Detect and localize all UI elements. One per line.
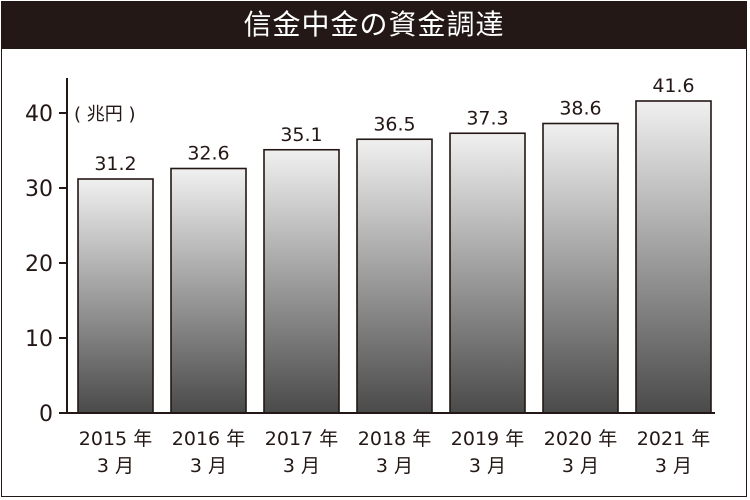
bar-4 — [449, 132, 526, 414]
category-label-0-line2: 3 月 — [97, 455, 134, 477]
y-tick-label-4: 40 — [25, 102, 53, 127]
bar-0 — [77, 178, 154, 414]
chart-title: 信金中金の資金調達 — [1, 1, 747, 49]
category-label-1-line1: 2016 年 — [172, 428, 245, 450]
category-label-3-line1: 2018 年 — [358, 428, 431, 450]
value-label-2: 35.1 — [280, 124, 322, 146]
bar-1 — [170, 167, 247, 414]
value-label-3: 36.5 — [373, 113, 415, 135]
value-label-5: 38.6 — [559, 98, 601, 120]
category-label-4-line2: 3 月 — [469, 455, 506, 477]
y-tick-label-0: 0 — [39, 402, 53, 427]
value-label-1: 32.6 — [187, 143, 229, 165]
category-label-5-line2: 3 月 — [562, 455, 599, 477]
y-tick-label-2: 20 — [25, 252, 53, 277]
category-label-2-line1: 2017 年 — [265, 428, 338, 450]
category-label-1-line2: 3 月 — [190, 455, 227, 477]
bar-3 — [356, 138, 433, 414]
category-label-4-line1: 2019 年 — [451, 428, 524, 450]
bar-6 — [635, 100, 712, 414]
value-label-6: 41.6 — [652, 75, 694, 97]
unit-label: ( 兆円 ) — [74, 104, 136, 125]
y-tick-label-1: 10 — [25, 327, 53, 352]
bar-2 — [263, 148, 340, 414]
category-label-6-line2: 3 月 — [655, 455, 692, 477]
value-label-4: 37.3 — [466, 107, 508, 129]
category-label-5-line1: 2020 年 — [544, 428, 617, 450]
category-label-6-line1: 2021 年 — [637, 428, 710, 450]
category-label-3-line2: 3 月 — [376, 455, 413, 477]
bar-5 — [542, 122, 619, 414]
category-label-0-line1: 2015 年 — [79, 428, 152, 450]
y-tick-label-3: 30 — [25, 177, 53, 202]
value-label-0: 31.2 — [94, 153, 136, 175]
category-label-2-line2: 3 月 — [283, 455, 320, 477]
